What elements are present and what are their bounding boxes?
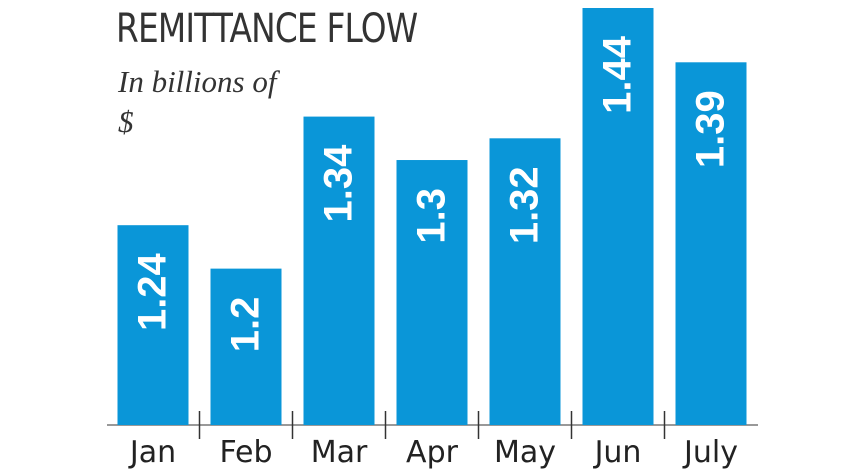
value-label: 1.44 xyxy=(596,35,640,114)
bar xyxy=(303,116,375,425)
x-tick-label: July xyxy=(682,435,738,470)
bar xyxy=(582,8,654,425)
value-label: 1.34 xyxy=(317,144,361,223)
bar xyxy=(489,138,561,425)
x-tick-label: Apr xyxy=(406,435,459,470)
value-label: 1.39 xyxy=(689,90,733,168)
value-label: 1.32 xyxy=(503,166,547,244)
value-label: 1.2 xyxy=(224,297,268,353)
bar xyxy=(117,225,189,425)
x-tick-label: Jan xyxy=(128,435,176,470)
x-tick-label: Mar xyxy=(311,435,368,470)
chart-title: REMITTANCE FLOW xyxy=(116,6,418,52)
bar xyxy=(210,268,282,425)
x-tick-label: May xyxy=(494,435,556,470)
x-tick-label: Feb xyxy=(219,435,272,470)
bar xyxy=(396,160,468,425)
value-label: 1.24 xyxy=(131,252,175,331)
chart-subtitle: In billions of $ xyxy=(118,64,277,139)
bar xyxy=(675,62,747,425)
value-label: 1.3 xyxy=(410,188,454,244)
x-tick-label: Jun xyxy=(593,435,642,470)
